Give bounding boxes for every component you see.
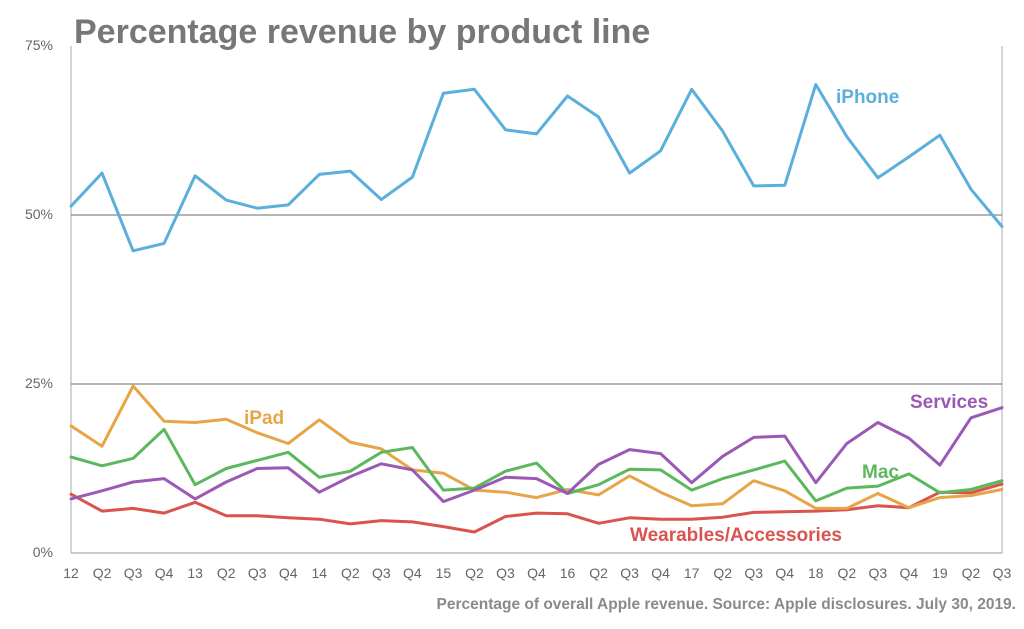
x-tick-label: Q3 — [993, 565, 1012, 581]
series-labels: iPhone Services iPad Mac Wearables/Accessori… — [244, 87, 988, 546]
y-tick-label: 25% — [25, 375, 53, 391]
source-note: Percentage of overall Apple revenue. Sou… — [437, 596, 1016, 613]
x-tick-label: 14 — [311, 565, 327, 581]
x-tick-label: Q2 — [837, 565, 856, 581]
x-tick-label: Q4 — [775, 565, 794, 581]
series-line-ipad — [69, 384, 1004, 510]
y-tick-label: 0% — [33, 544, 53, 560]
y-tick-label: 50% — [25, 206, 53, 222]
x-tick-label: 12 — [63, 565, 79, 581]
x-tick-label: Q2 — [217, 565, 236, 581]
x-tick-label: Q4 — [651, 565, 670, 581]
x-axis-ticks: 12 Q2 Q3 Q4 13 Q2 Q3 Q4 14 Q2 Q3 Q4 15 Q2 Q3 Q4 16 Q2 Q3 Q4… — [63, 565, 1011, 581]
y-axis-ticks: 0% 25% 50% 75% — [25, 37, 53, 560]
x-tick-label: Q4 — [155, 565, 174, 581]
x-tick-label: Q2 — [93, 565, 112, 581]
x-tick-label: 15 — [436, 565, 452, 581]
x-tick-label: 17 — [684, 565, 700, 581]
x-tick-label: Q3 — [372, 565, 391, 581]
x-tick-label: Q3 — [620, 565, 639, 581]
x-tick-label: 19 — [932, 565, 948, 581]
x-tick-label: Q2 — [341, 565, 360, 581]
series-line-iphone — [69, 83, 1004, 253]
series-label-ipad: iPad — [244, 408, 284, 429]
chart-gridlines — [71, 214, 1002, 385]
series-line-services — [69, 406, 1004, 504]
y-tick-label: 75% — [25, 37, 53, 53]
x-tick-label: Q3 — [496, 565, 515, 581]
series-label-iphone: iPhone — [836, 87, 899, 108]
x-tick-label: Q2 — [962, 565, 981, 581]
series-label-wearables-accessories: Wearables/Accessories — [630, 525, 842, 546]
x-tick-label: 16 — [560, 565, 576, 581]
x-tick-label: 13 — [187, 565, 203, 581]
series-lines — [69, 83, 1004, 534]
x-tick-label: Q3 — [248, 565, 267, 581]
chart-axes — [70, 46, 1003, 554]
series-label-mac: Mac — [862, 462, 899, 483]
x-tick-label: Q4 — [900, 565, 919, 581]
x-tick-label: Q4 — [527, 565, 546, 581]
x-tick-label: Q2 — [713, 565, 732, 581]
series-label-services: Services — [910, 392, 988, 413]
x-tick-label: Q3 — [869, 565, 888, 581]
x-tick-label: Q3 — [744, 565, 763, 581]
x-tick-label: Q4 — [403, 565, 422, 581]
x-tick-label: Q3 — [124, 565, 143, 581]
x-tick-label: Q2 — [465, 565, 484, 581]
series-line-mac — [69, 427, 1004, 503]
x-tick-label: Q2 — [589, 565, 608, 581]
x-tick-label: Q4 — [279, 565, 298, 581]
chart-title: Percentage revenue by product line — [74, 13, 650, 51]
x-tick-label: 18 — [808, 565, 824, 581]
